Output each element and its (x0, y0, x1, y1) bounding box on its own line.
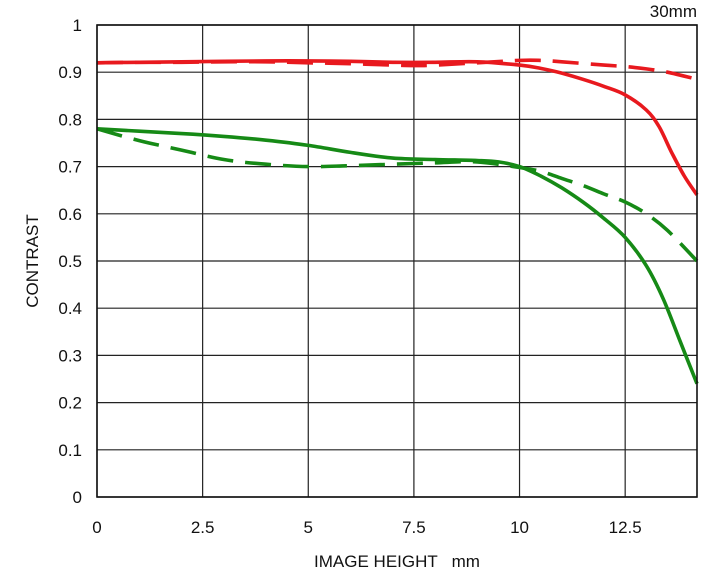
y-tick-label: 0.7 (58, 158, 82, 177)
x-axis-title: IMAGE HEIGHT mm (314, 552, 480, 570)
series-layer (96, 58, 699, 385)
chart-title: 30mm (650, 2, 697, 21)
y-tick-label: 0 (73, 488, 82, 507)
y-tick-label: 0.9 (58, 63, 82, 82)
x-tick-label: 2.5 (191, 518, 215, 537)
y-tick-label: 0.1 (58, 441, 82, 460)
y-axis-title: CONTRAST (23, 214, 42, 308)
plot-frame (96, 24, 698, 498)
series-line-2 (96, 58, 698, 82)
y-tick-label: 0.6 (58, 205, 82, 224)
grid (96, 24, 697, 498)
series-line-3 (96, 127, 699, 385)
y-tick-label: 0.8 (58, 110, 82, 129)
x-tick-label: 10 (510, 518, 529, 537)
x-tick-label: 12.5 (609, 518, 642, 537)
x-tick-label: 7.5 (402, 518, 426, 537)
x-tick-label: 0 (92, 518, 101, 537)
y-tick-label: 1 (73, 16, 82, 35)
x-tick-label: 5 (304, 518, 313, 537)
series-line-1 (96, 59, 699, 196)
y-tick-label: 0.3 (58, 346, 82, 365)
x-ticks: 0 2.5 5 7.5 10 12.5 (92, 518, 641, 537)
y-tick-label: 0.2 (58, 394, 82, 413)
series-line-4 (96, 127, 699, 263)
y-tick-label: 0.4 (58, 299, 82, 318)
y-tick-label: 0.5 (58, 252, 82, 271)
y-ticks: 0 0.1 0.2 0.3 0.4 0.5 0.6 0.7 0.8 0.9 1 (58, 16, 82, 507)
